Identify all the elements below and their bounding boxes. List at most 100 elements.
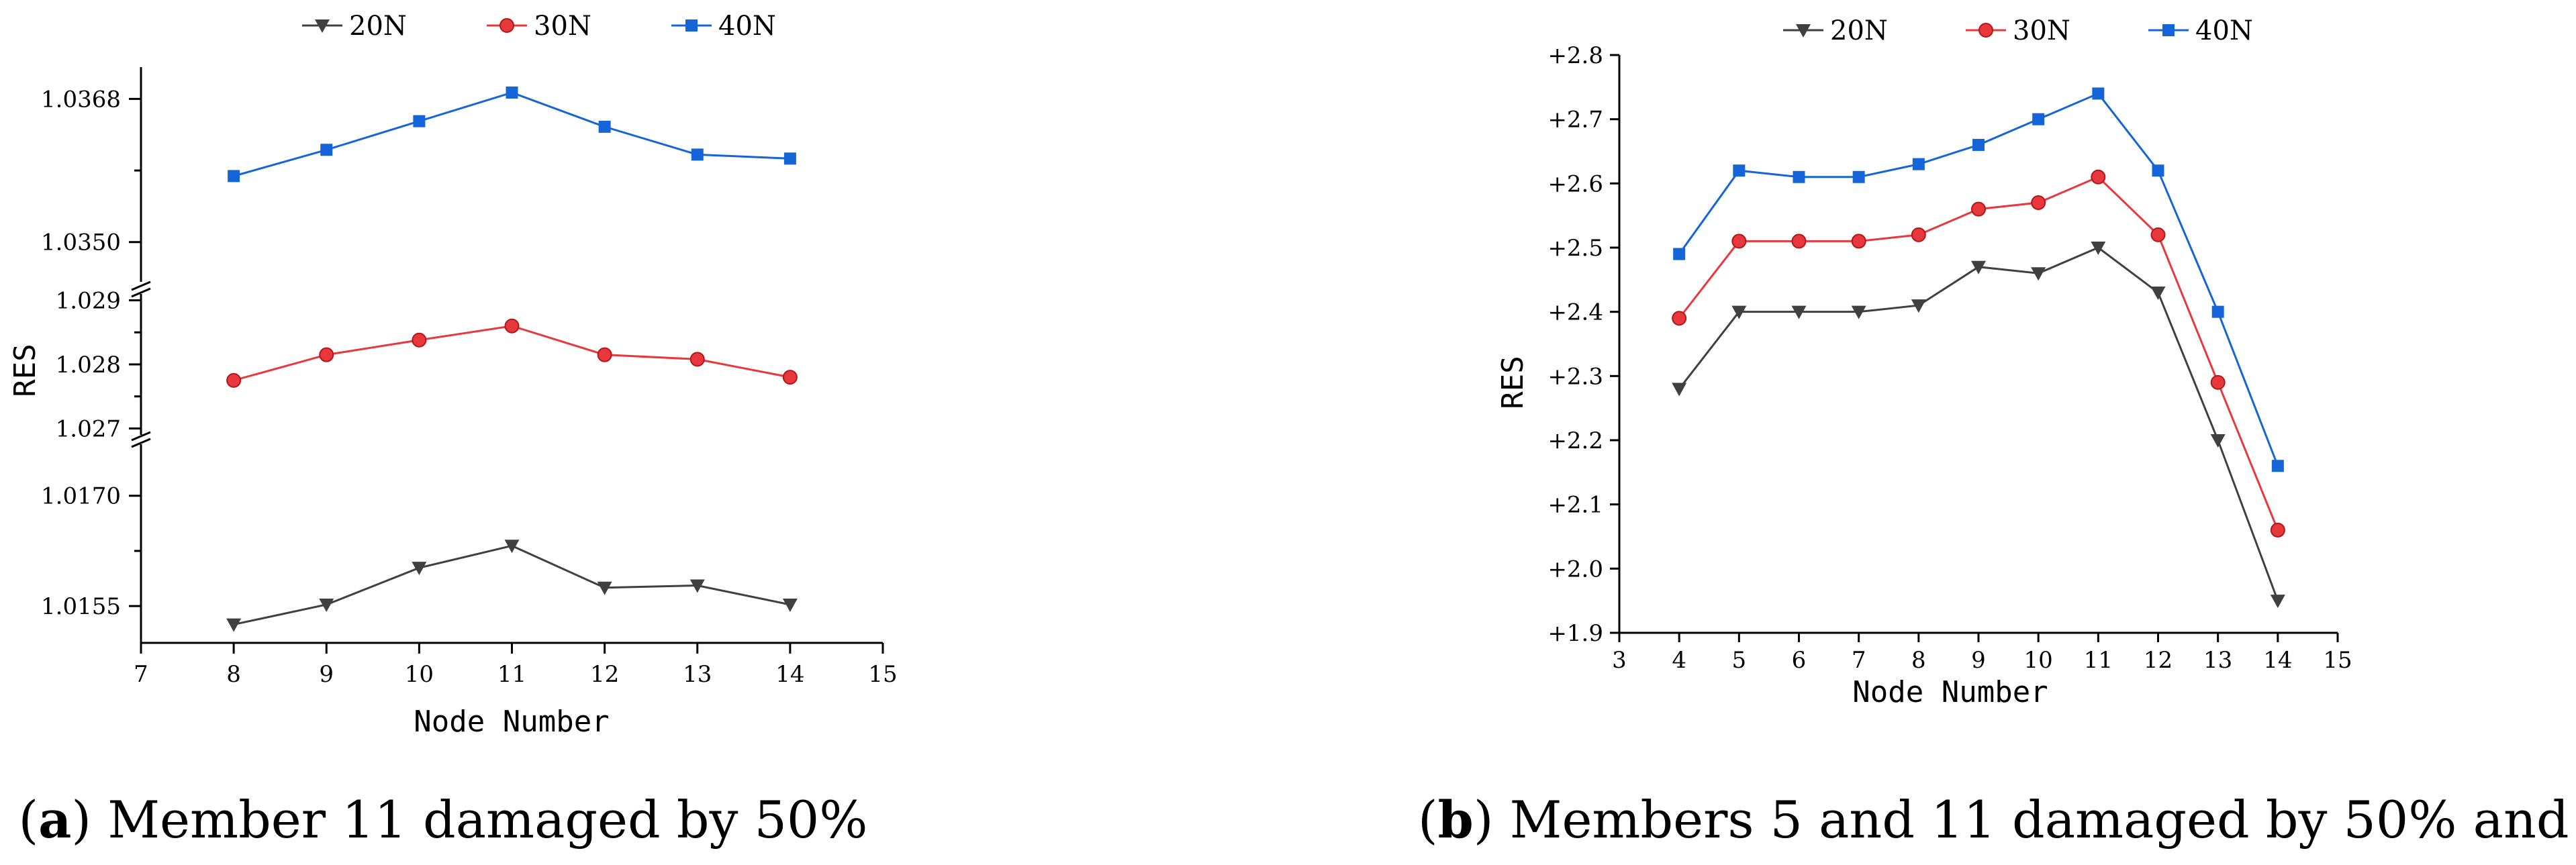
data-point-b-30N — [2091, 169, 2106, 185]
x-tick-label-a: 8 — [226, 661, 241, 688]
data-point-a-40N — [691, 148, 704, 161]
x-tick-label-b: 12 — [2144, 647, 2173, 674]
y-tick-label-a: 1.029 — [56, 288, 121, 315]
data-point-a-20N — [319, 598, 334, 612]
legend-label-30N: 30N — [534, 11, 591, 42]
series-line-b-30N — [1678, 175, 2279, 531]
data-point-a-30N — [319, 347, 334, 362]
data-point-a-30N — [226, 372, 242, 388]
data-point-b-40N — [2092, 87, 2105, 100]
x-axis-title-b: Node Number — [1852, 675, 2048, 709]
y-tick-label-a: 1.0350 — [41, 230, 121, 256]
legend-label-20N: 20N — [1830, 15, 1888, 46]
data-point-a-40N — [413, 115, 426, 128]
data-point-b-30N — [1791, 234, 1807, 249]
chart-panel-b: 20N 30N 40N 3 4 5 6 7 8 9 10 11 12 13 14 15 +1.9 +2.0 +2.… — [1418, 15, 2576, 850]
data-point-b-30N — [2270, 522, 2285, 538]
data-point-b-20N — [1851, 305, 1866, 319]
data-point-b-20N — [2031, 267, 2046, 281]
series-line-b-20N — [1678, 246, 2279, 601]
legend-b: 20N 30N 40N — [1783, 15, 2253, 46]
y-tick-label-b: +2.6 — [1547, 170, 1603, 197]
data-point-b-30N — [1672, 311, 1687, 326]
x-tick-label-b: 6 — [1792, 647, 1807, 674]
data-point-b-20N — [2270, 595, 2285, 609]
series-group-a — [226, 86, 798, 632]
data-point-b-40N — [1972, 138, 1985, 151]
x-tick-label-b: 13 — [2203, 647, 2232, 674]
series-line-a-20N — [233, 544, 791, 626]
y-tick-label-b: +2.1 — [1547, 492, 1603, 519]
data-point-a-40N — [598, 120, 611, 133]
data-point-b-30N — [1911, 227, 1926, 242]
caption-b-label: b — [1438, 790, 1474, 850]
x-tick-label-b: 14 — [2263, 647, 2292, 674]
data-point-b-40N — [1912, 158, 1925, 170]
x-tick-label-b: 7 — [1852, 647, 1866, 674]
data-point-a-20N — [782, 598, 798, 612]
data-point-b-20N — [2210, 434, 2226, 448]
legend-marker-30N — [499, 18, 514, 33]
x-tick-label-a: 15 — [868, 661, 897, 688]
x-tick-label-b: 4 — [1672, 647, 1686, 674]
y-tick-label-a: 1.0155 — [41, 593, 121, 620]
legend-marker-40N — [685, 19, 698, 32]
y-tick-label-b: +2.5 — [1547, 235, 1603, 262]
data-point-a-30N — [689, 352, 705, 367]
data-point-a-20N — [689, 579, 705, 593]
x-axis-title-a: Node Number — [414, 705, 609, 739]
x-tick-label-a: 13 — [683, 661, 712, 688]
data-point-b-20N — [2091, 242, 2106, 255]
data-point-b-20N — [1911, 299, 1926, 313]
caption-a: (a) Member 11 damaged by 50% — [19, 790, 868, 850]
data-point-a-30N — [597, 347, 612, 362]
data-point-a-40N — [506, 86, 518, 99]
data-point-a-20N — [412, 562, 427, 576]
axes-a: 7 8 9 10 11 12 13 14 15 1.0368 1.0350 1.029 1.028 1.0… — [41, 67, 898, 688]
legend-a: 20N 30N 40N — [302, 11, 776, 42]
legend-label-20N: 20N — [349, 11, 407, 42]
x-tick-label-b: 8 — [1911, 647, 1926, 674]
y-tick-label-b: +2.2 — [1547, 427, 1603, 454]
data-point-b-20N — [1731, 305, 1747, 319]
data-point-a-30N — [504, 318, 520, 334]
y-tick-label-b: +2.3 — [1547, 363, 1603, 390]
legend-label-40N: 40N — [2195, 15, 2253, 46]
legend-label-30N: 30N — [2013, 15, 2070, 46]
x-tick-label-a: 12 — [590, 661, 619, 688]
data-point-b-30N — [1731, 234, 1747, 249]
y-tick-label-a: 1.027 — [56, 415, 121, 442]
data-point-b-40N — [2152, 164, 2164, 177]
x-tick-label-b: 9 — [1971, 647, 1986, 674]
data-point-b-40N — [1673, 248, 1686, 260]
data-point-b-20N — [1971, 260, 1986, 274]
caption-b: (b) Members 5 and 11 damaged by 50% and … — [1418, 790, 2576, 850]
data-point-a-40N — [320, 144, 333, 156]
x-tick-label-a: 11 — [497, 661, 526, 688]
data-point-a-40N — [783, 152, 796, 165]
data-point-b-30N — [1971, 201, 1986, 217]
x-tick-label-a: 14 — [775, 661, 804, 688]
data-point-b-40N — [1733, 164, 1746, 177]
legend-marker-30N — [1978, 23, 1993, 38]
data-point-b-40N — [2271, 460, 2284, 472]
axis-break-a-2 — [131, 431, 151, 448]
chart-panel-a: 20N 30N 40N 7 8 9 10 11 12 13 14 15 1.0368 1.0350 1.0… — [8, 11, 898, 850]
series-line-a-40N — [233, 91, 790, 177]
y-axis-title-b: RES — [1496, 356, 1530, 409]
data-point-a-30N — [412, 332, 427, 348]
data-point-b-40N — [2032, 113, 2045, 125]
data-point-b-30N — [2150, 227, 2166, 242]
y-tick-label-a: 1.0368 — [41, 86, 121, 113]
x-tick-label-b: 11 — [2084, 647, 2113, 674]
y-axis-title-a: RES — [8, 344, 42, 397]
x-tick-label-a: 10 — [405, 661, 434, 688]
data-point-a-20N — [504, 540, 520, 554]
data-point-a-20N — [597, 581, 612, 595]
caption-a-label: a — [38, 790, 71, 850]
axis-break-a-1 — [131, 281, 151, 298]
legend-marker-20N — [315, 19, 330, 33]
data-point-b-20N — [1791, 305, 1807, 319]
y-tick-label-b: +2.4 — [1547, 299, 1603, 326]
